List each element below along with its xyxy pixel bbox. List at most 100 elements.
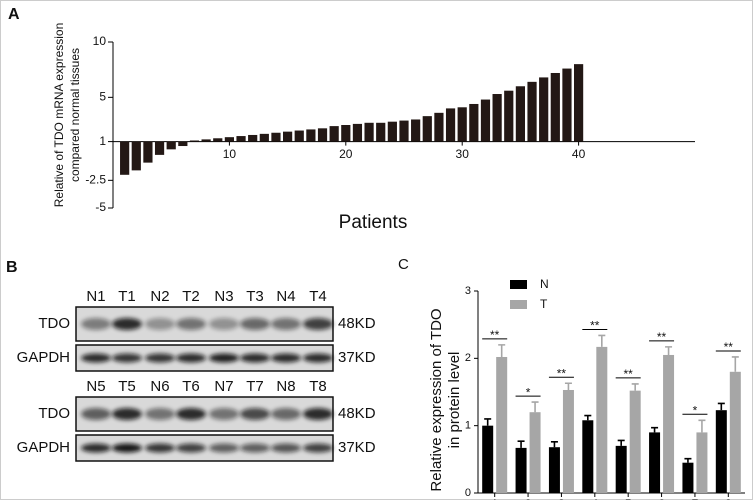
protein-label: TDO: [38, 405, 70, 422]
error-bar: [684, 457, 692, 463]
bar: [663, 354, 675, 493]
blot-band: [81, 443, 111, 453]
bar: [562, 389, 574, 493]
significance-label: **: [557, 366, 567, 380]
bar: [411, 119, 421, 142]
error-bar: [665, 346, 673, 355]
bar: [550, 72, 560, 142]
error-bar: [498, 344, 506, 357]
x-axis-label: Patients: [339, 212, 408, 233]
blot-band: [145, 353, 175, 363]
blot-band: [209, 443, 239, 453]
blot-band: [112, 318, 142, 330]
lane-label: N2: [150, 288, 169, 305]
bar: [248, 134, 258, 142]
y-tick-label: 1: [99, 134, 106, 148]
bar: [143, 141, 153, 163]
y-tick-label: 2: [465, 352, 471, 364]
protein-label: TDO: [38, 315, 70, 332]
error-bar: [731, 356, 739, 372]
legend-swatch: [510, 280, 527, 289]
blot-band: [209, 353, 239, 363]
bar: [562, 68, 572, 142]
blot-band: [176, 408, 206, 420]
bar: [259, 133, 269, 142]
blot-band: [112, 443, 142, 453]
significance-label: **: [657, 330, 667, 344]
blot-band: [209, 408, 239, 420]
size-label: 37KD: [338, 349, 376, 366]
bar: [306, 129, 316, 142]
bar: [715, 410, 727, 493]
y-axis-label: Relative expression of TDO: [428, 308, 445, 491]
error-bar: [717, 402, 725, 411]
lane-label: T7: [246, 378, 264, 395]
blot-band: [112, 353, 142, 363]
blot-band: [145, 408, 175, 420]
bar: [682, 462, 694, 493]
bar: [317, 128, 328, 142]
panel-label: C: [398, 256, 409, 273]
x-tick-label: 4: [591, 497, 598, 500]
error-bar: [564, 382, 572, 390]
significance-label: **: [724, 340, 734, 354]
error-bar: [698, 419, 706, 433]
bar: [729, 371, 741, 493]
bar: [527, 81, 537, 142]
bar: [387, 121, 397, 142]
blot-band: [240, 443, 270, 453]
bar: [445, 108, 456, 142]
protein-label: GAPDH: [17, 439, 70, 456]
blot-band: [303, 353, 333, 363]
lane-label: T3: [246, 288, 264, 305]
error-bar: [631, 383, 639, 391]
y-axis-label: in protein level: [446, 352, 463, 449]
bar: [596, 346, 608, 493]
legend-label: T: [540, 297, 548, 311]
bar: [236, 136, 246, 142]
blot-band: [112, 408, 142, 420]
panel-label: A: [8, 6, 20, 23]
significance-label: **: [590, 319, 600, 333]
blot-band: [145, 443, 175, 453]
panel-label: B: [6, 259, 18, 276]
bar: [154, 141, 165, 155]
error-bar: [651, 426, 659, 433]
error-bar: [617, 439, 625, 446]
blot-band: [271, 443, 301, 453]
blot-band: [240, 318, 270, 330]
size-label: 48KD: [338, 405, 376, 422]
y-tick-label: 5: [99, 90, 106, 104]
y-axis-label: compared normal tissues: [68, 48, 82, 182]
lane-label: N1: [86, 288, 105, 305]
bar: [457, 107, 467, 142]
significance-label: *: [693, 403, 698, 417]
bar: [178, 141, 188, 147]
bar: [582, 420, 594, 493]
bar: [515, 447, 527, 493]
bar: [224, 137, 234, 142]
legend-label: N: [540, 277, 549, 291]
protein-label: GAPDH: [17, 349, 70, 366]
x-tick-label: 40: [572, 147, 586, 161]
significance-label: **: [490, 328, 500, 342]
bar: [492, 94, 502, 142]
blot-band: [271, 318, 301, 330]
lane-label: T1: [118, 288, 136, 305]
blot-band: [176, 443, 206, 453]
bar: [649, 432, 661, 493]
bar: [120, 141, 130, 175]
blot-band: [81, 408, 111, 420]
bar: [213, 138, 223, 142]
bar: [166, 141, 176, 150]
bar: [352, 123, 363, 142]
x-tick-label: 8: [725, 497, 732, 500]
size-label: 48KD: [338, 315, 376, 332]
bar: [529, 412, 541, 493]
bar: [615, 445, 627, 493]
size-label: 37KD: [338, 439, 376, 456]
bar: [341, 125, 351, 142]
blot-band: [176, 318, 206, 330]
lane-label: T6: [182, 378, 200, 395]
